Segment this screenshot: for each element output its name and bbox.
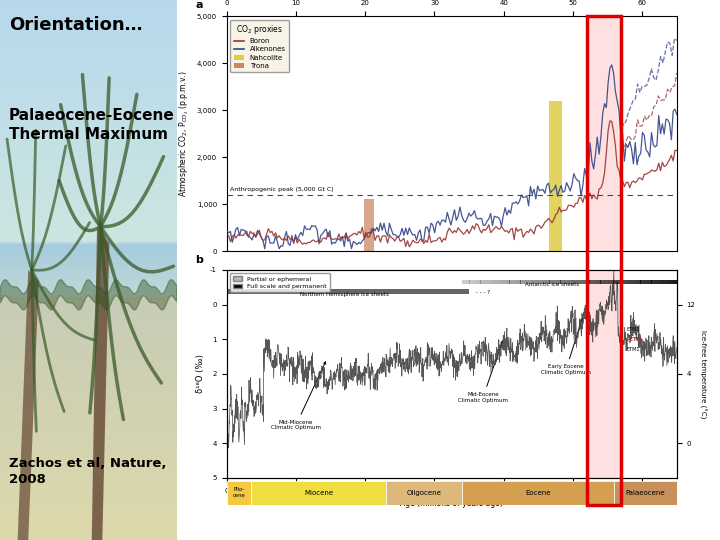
Bar: [590, 280, 593, 284]
Bar: [587, 16, 621, 251]
Bar: [666, 280, 670, 284]
Bar: [510, 280, 513, 284]
Bar: [673, 280, 677, 284]
Bar: [636, 280, 641, 284]
Text: ETM1: ETM1: [627, 347, 641, 353]
Text: Palaeocene: Palaeocene: [626, 490, 665, 496]
Bar: [498, 280, 503, 284]
Bar: [251, 481, 386, 505]
Text: Early Eocene
Climatic Optimum: Early Eocene Climatic Optimum: [541, 319, 591, 375]
Bar: [549, 101, 562, 251]
Text: Mid-Eocene
Climatic Optimum: Mid-Eocene Climatic Optimum: [458, 341, 508, 403]
Bar: [586, 280, 590, 284]
Bar: [622, 280, 626, 284]
Bar: [462, 280, 466, 284]
Y-axis label: Ice-free temperature (°C): Ice-free temperature (°C): [699, 330, 706, 418]
Text: Miocene: Miocene: [304, 490, 333, 496]
Bar: [484, 280, 488, 284]
Bar: [652, 280, 655, 284]
Bar: [575, 280, 579, 284]
Text: ETM2: ETM2: [627, 327, 641, 332]
Bar: [531, 280, 535, 284]
Bar: [469, 280, 473, 284]
Bar: [600, 280, 604, 284]
Bar: [677, 280, 680, 284]
Text: Eocene: Eocene: [526, 490, 551, 496]
Bar: [495, 280, 499, 284]
Bar: [662, 280, 666, 284]
Bar: [655, 280, 659, 284]
Bar: [364, 199, 374, 251]
Polygon shape: [17, 270, 39, 540]
Bar: [608, 280, 611, 284]
X-axis label: Age (millions of years ago): Age (millions of years ago): [400, 499, 503, 508]
Bar: [535, 280, 539, 284]
Bar: [542, 280, 546, 284]
Y-axis label: δ¹⁸O (‰): δ¹⁸O (‰): [196, 355, 204, 393]
Bar: [549, 280, 553, 284]
Text: Plio-
cene: Plio- cene: [233, 487, 246, 498]
Legend: Boron, Alkenones, Nahcolite, Trona: Boron, Alkenones, Nahcolite, Trona: [230, 19, 289, 72]
Bar: [587, 270, 621, 478]
Bar: [487, 280, 492, 284]
Bar: [524, 280, 528, 284]
Text: - - - ?: - - - ?: [476, 289, 490, 295]
Legend: Partial or ephemeral, Full scale and permanent: Partial or ephemeral, Full scale and per…: [230, 273, 330, 292]
Bar: [386, 481, 462, 505]
Bar: [626, 280, 630, 284]
Bar: [517, 280, 521, 284]
Bar: [593, 280, 597, 284]
Bar: [466, 280, 469, 284]
Bar: [611, 280, 615, 284]
Bar: [644, 280, 648, 284]
Polygon shape: [91, 227, 109, 540]
Bar: [604, 280, 608, 284]
Bar: [597, 280, 600, 284]
Bar: [670, 280, 673, 284]
Text: Anthropogenic peak (5,000 Gt C): Anthropogenic peak (5,000 Gt C): [230, 187, 334, 192]
Bar: [579, 280, 582, 284]
Bar: [528, 280, 531, 284]
Bar: [564, 280, 568, 284]
Bar: [629, 280, 634, 284]
Bar: [567, 280, 572, 284]
Bar: [462, 481, 614, 505]
Bar: [615, 280, 618, 284]
Text: Orientation…: Orientation…: [9, 16, 143, 34]
Bar: [659, 280, 662, 284]
Bar: [633, 280, 637, 284]
Bar: [618, 280, 622, 284]
Bar: [560, 280, 564, 284]
Bar: [648, 280, 652, 284]
Bar: [553, 280, 557, 284]
Text: PETM: PETM: [627, 337, 642, 342]
Bar: [227, 481, 251, 505]
Bar: [640, 280, 644, 284]
Bar: [502, 280, 506, 284]
Bar: [571, 280, 575, 284]
Text: Zachos et al, Nature,
2008: Zachos et al, Nature, 2008: [9, 457, 166, 486]
Text: a: a: [195, 0, 203, 10]
Text: Mid-Miocene
Climatic Optimum: Mid-Miocene Climatic Optimum: [271, 362, 325, 430]
Bar: [614, 481, 677, 505]
Text: Palaeocene-Eocene
Thermal Maximum: Palaeocene-Eocene Thermal Maximum: [9, 108, 174, 142]
Bar: [506, 280, 510, 284]
Bar: [521, 280, 524, 284]
Y-axis label: Atmospheric CO$_2$, P$_{CO_2}$ (p.p.m.v.): Atmospheric CO$_2$, P$_{CO_2}$ (p.p.m.v.…: [178, 70, 192, 197]
Text: b: b: [195, 255, 203, 266]
Bar: [582, 280, 586, 284]
Bar: [491, 280, 495, 284]
Text: Oligocene: Oligocene: [407, 490, 441, 496]
Bar: [513, 280, 517, 284]
Bar: [539, 280, 542, 284]
Bar: [227, 289, 469, 294]
Bar: [477, 280, 480, 284]
Text: Northern Hemisphere ice sheets: Northern Hemisphere ice sheets: [300, 292, 389, 296]
Bar: [546, 280, 549, 284]
Bar: [557, 280, 561, 284]
Bar: [473, 280, 477, 284]
Bar: [480, 280, 484, 284]
Text: Antarctic ice sheets: Antarctic ice sheets: [525, 282, 580, 287]
